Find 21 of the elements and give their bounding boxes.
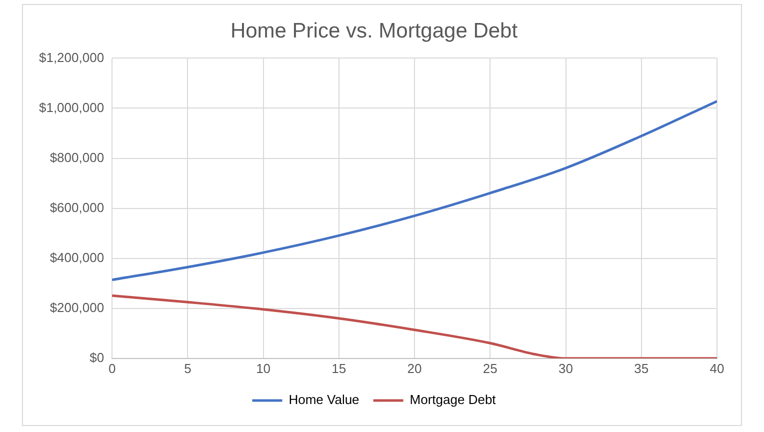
x-tick-label: 35 [634, 360, 649, 376]
y-tick-label: $1,200,000 [38, 50, 104, 65]
y-tick-label: $200,000 [50, 300, 104, 315]
x-tick-label: 10 [256, 360, 271, 376]
y-tick-label: $1,000,000 [38, 100, 104, 115]
line-series [112, 294, 717, 358]
legend-label: Home Value [288, 392, 360, 408]
y-tick-label: $400,000 [50, 250, 104, 265]
x-tick-label: 30 [558, 360, 573, 376]
x-tick-label: 40 [710, 360, 724, 376]
line-series [112, 100, 717, 282]
y-tick-label: $800,000 [50, 150, 104, 165]
y-tick-label: $600,000 [50, 200, 104, 215]
legend-label: Mortgage Debt [410, 392, 496, 408]
x-tick-label: 20 [407, 360, 422, 376]
x-tick-label: 15 [332, 360, 346, 376]
y-tick-label: $0 [90, 350, 104, 365]
chart-title: Home Price vs. Mortgage Debt [230, 19, 518, 42]
x-tick-label: 5 [184, 360, 192, 376]
x-tick-label: 25 [482, 360, 498, 376]
x-tick-label: 0 [108, 360, 116, 376]
